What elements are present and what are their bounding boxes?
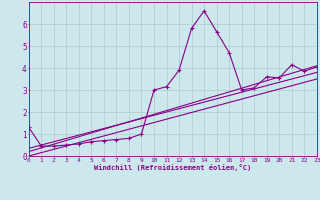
X-axis label: Windchill (Refroidissement éolien,°C): Windchill (Refroidissement éolien,°C) — [94, 164, 252, 171]
